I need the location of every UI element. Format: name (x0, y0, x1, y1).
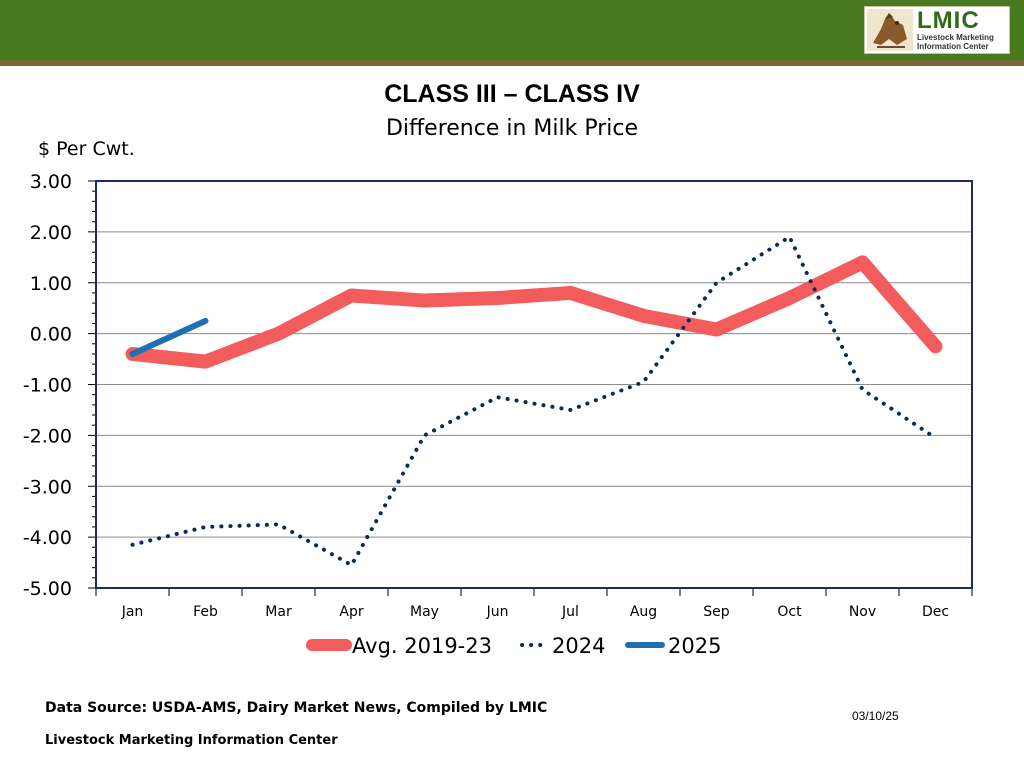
header-bar (0, 0, 1024, 60)
livestock-emblem-icon (867, 9, 913, 51)
x-tick-label-oct: Oct (777, 604, 802, 620)
y-tick-label-2: 1.00 (30, 273, 72, 295)
y-tick-label-7: -4.00 (23, 527, 72, 549)
x-tick-label-may: May (410, 604, 439, 620)
y-tick-label-4: -1.00 (23, 375, 72, 397)
x-tick-label-jun: Jun (486, 604, 509, 620)
plot-frame (95, 180, 973, 589)
y-tick-label-0: 3.00 (30, 171, 72, 193)
chart-title: CLASS III – CLASS IV (384, 80, 640, 108)
data-source-note: Data Source: USDA-AMS, Dairy Market News… (45, 700, 548, 716)
lmic-logo: LMIC Livestock Marketing Information Cen… (864, 6, 1010, 54)
x-tick-label-jan: Jan (121, 604, 144, 620)
x-tick-label-aug: Aug (630, 604, 657, 620)
x-tick-label-feb: Feb (193, 604, 218, 620)
chart-subtitle: Difference in Milk Price (385, 116, 639, 141)
y-tick-label-8: -5.00 (23, 578, 72, 600)
y-axis-label: $ Per Cwt. (38, 138, 135, 160)
x-tick-label-mar: Mar (265, 604, 292, 620)
x-tick-label-apr: Apr (339, 604, 363, 620)
legend-label-1: 2024 (552, 634, 605, 658)
series-line-1 (130, 234, 938, 568)
y-tick-label-6: -3.00 (23, 476, 72, 498)
header-divider (0, 60, 1024, 66)
logo-title: LMIC (917, 7, 980, 34)
x-tick-label-jul: Jul (561, 604, 579, 620)
legend-label-2: 2025 (668, 634, 721, 658)
y-tick-label-5: -2.00 (23, 425, 72, 447)
logo-subtitle-line1: Livestock Marketing (917, 33, 994, 42)
y-tick-label-1: 2.00 (30, 222, 72, 244)
x-tick-label-nov: Nov (849, 604, 876, 620)
logo-subtitle: Livestock Marketing Information Center (917, 33, 1009, 51)
line-chart: 3.00 2.00 1.00 0.00 -1.00 -2.00 -3.00 -4.00 -5.0… (23, 171, 973, 658)
organization-name: Livestock Marketing Information Center (45, 733, 338, 748)
logo-subtitle-line2: Information Center (917, 42, 989, 51)
x-tick-label-sep: Sep (703, 604, 730, 620)
legend-label-0: Avg. 2019-23 (352, 634, 492, 658)
series-line-0 (125, 255, 943, 369)
report-date: 03/10/25 (852, 709, 899, 723)
x-tick-label-dec: Dec (922, 604, 949, 620)
series-line-2 (129, 317, 209, 357)
y-tick-label-3: 0.00 (30, 324, 72, 346)
